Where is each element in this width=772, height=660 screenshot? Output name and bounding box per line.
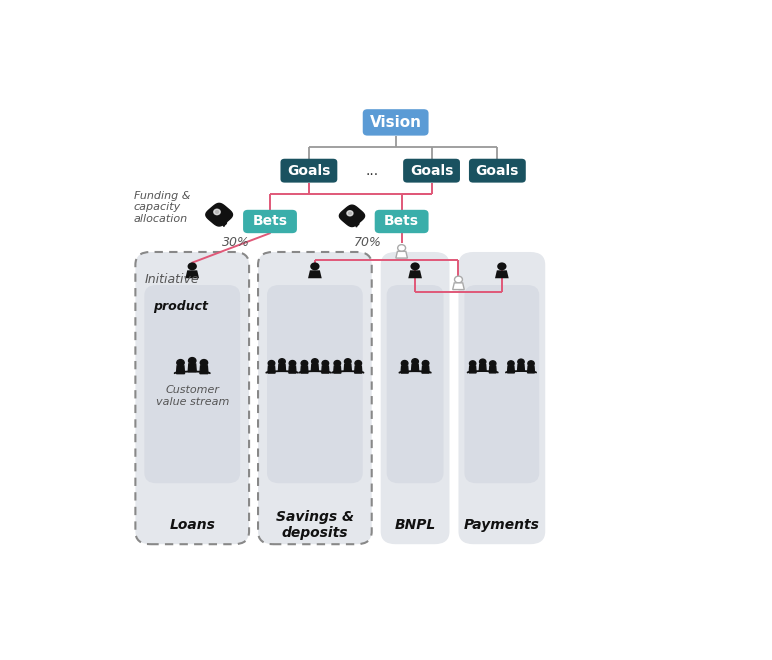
Text: Vision: Vision: [370, 115, 422, 130]
Polygon shape: [340, 205, 364, 226]
Circle shape: [518, 359, 524, 364]
Polygon shape: [344, 364, 351, 372]
Text: ...: ...: [365, 164, 378, 178]
Polygon shape: [479, 364, 486, 371]
Polygon shape: [396, 251, 408, 258]
Polygon shape: [527, 366, 534, 373]
FancyBboxPatch shape: [374, 210, 428, 233]
Polygon shape: [495, 271, 509, 279]
Polygon shape: [354, 366, 362, 373]
FancyBboxPatch shape: [267, 285, 363, 483]
Polygon shape: [279, 364, 286, 372]
Circle shape: [214, 209, 220, 214]
Circle shape: [200, 360, 208, 366]
Polygon shape: [222, 222, 225, 226]
Polygon shape: [289, 366, 296, 373]
Polygon shape: [268, 366, 275, 373]
FancyBboxPatch shape: [243, 210, 297, 233]
Polygon shape: [188, 364, 196, 372]
Circle shape: [401, 360, 408, 366]
Polygon shape: [411, 364, 418, 372]
Circle shape: [479, 359, 486, 364]
Circle shape: [411, 359, 418, 364]
Circle shape: [290, 360, 296, 366]
Circle shape: [312, 359, 318, 364]
Circle shape: [528, 361, 534, 366]
Text: Goals: Goals: [476, 164, 519, 178]
Polygon shape: [185, 271, 199, 279]
Circle shape: [354, 221, 359, 225]
Text: Customer
value stream: Customer value stream: [155, 385, 229, 407]
Circle shape: [508, 361, 514, 366]
Text: Bets: Bets: [384, 214, 419, 228]
Circle shape: [268, 360, 275, 366]
Circle shape: [322, 360, 329, 366]
Polygon shape: [311, 364, 319, 372]
FancyBboxPatch shape: [465, 285, 539, 483]
Circle shape: [469, 361, 476, 366]
FancyBboxPatch shape: [459, 252, 545, 544]
FancyBboxPatch shape: [363, 109, 428, 135]
Text: Funding &
capacity
allocation: Funding & capacity allocation: [134, 191, 190, 224]
Circle shape: [489, 361, 496, 366]
Text: BNPL: BNPL: [394, 518, 435, 532]
Polygon shape: [206, 203, 232, 226]
Circle shape: [455, 276, 462, 283]
Circle shape: [398, 245, 405, 251]
Polygon shape: [355, 223, 358, 227]
Text: Bets: Bets: [252, 214, 287, 228]
Polygon shape: [301, 366, 308, 373]
Text: 70%: 70%: [354, 236, 381, 249]
Polygon shape: [422, 366, 429, 373]
Text: product: product: [154, 300, 208, 313]
Circle shape: [422, 360, 429, 366]
Circle shape: [222, 220, 226, 225]
FancyBboxPatch shape: [144, 285, 240, 483]
Polygon shape: [489, 366, 496, 373]
FancyBboxPatch shape: [403, 159, 460, 183]
Polygon shape: [177, 366, 185, 374]
Circle shape: [355, 360, 361, 366]
Text: Savings &
deposits: Savings & deposits: [276, 510, 354, 540]
Polygon shape: [452, 283, 464, 290]
Polygon shape: [322, 366, 329, 373]
FancyBboxPatch shape: [469, 159, 526, 183]
Polygon shape: [200, 366, 208, 374]
FancyBboxPatch shape: [258, 252, 372, 544]
Text: Loans: Loans: [169, 518, 215, 532]
Text: Goals: Goals: [410, 164, 453, 178]
Circle shape: [177, 360, 185, 366]
Polygon shape: [401, 366, 408, 373]
Circle shape: [347, 211, 353, 216]
FancyBboxPatch shape: [280, 159, 337, 183]
Text: Initiative: Initiative: [144, 273, 199, 286]
Polygon shape: [308, 271, 322, 279]
FancyBboxPatch shape: [381, 252, 449, 544]
Text: Goals: Goals: [287, 164, 330, 178]
Circle shape: [344, 359, 351, 364]
Circle shape: [310, 263, 320, 271]
Text: Payments: Payments: [464, 518, 540, 532]
Circle shape: [188, 358, 196, 364]
Polygon shape: [334, 366, 341, 373]
Polygon shape: [507, 366, 514, 373]
Circle shape: [411, 263, 420, 271]
Polygon shape: [408, 271, 422, 279]
FancyBboxPatch shape: [387, 285, 443, 483]
FancyBboxPatch shape: [360, 159, 384, 183]
Polygon shape: [517, 364, 524, 371]
Polygon shape: [469, 366, 476, 373]
FancyBboxPatch shape: [135, 252, 249, 544]
Circle shape: [497, 263, 506, 271]
Text: 30%: 30%: [222, 236, 250, 249]
Circle shape: [279, 359, 286, 364]
Circle shape: [188, 263, 197, 271]
Circle shape: [334, 360, 340, 366]
Circle shape: [301, 360, 308, 366]
